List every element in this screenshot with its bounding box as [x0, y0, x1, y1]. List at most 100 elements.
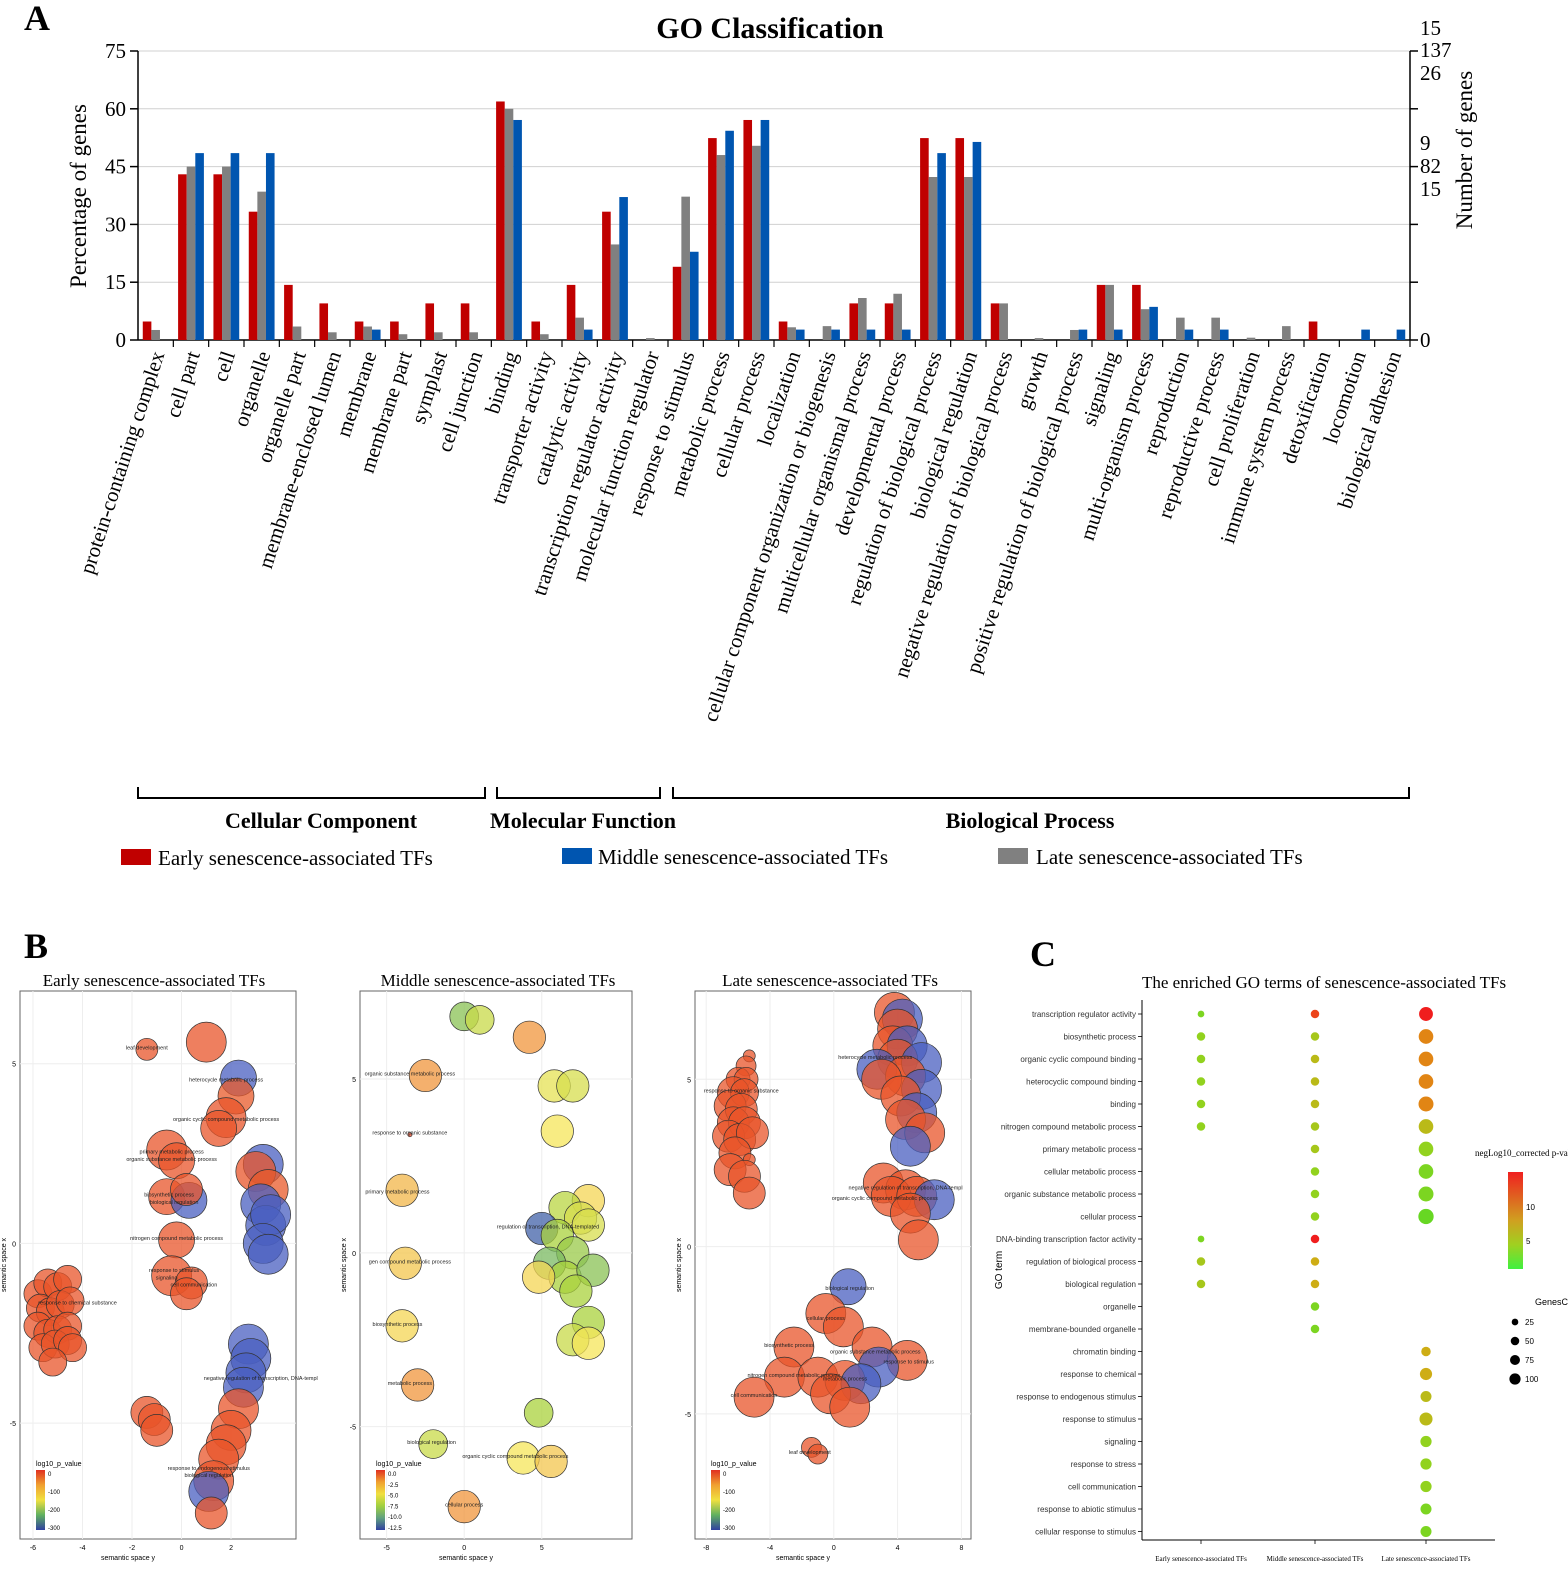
bubble-label: response to endogenous stimulus	[168, 1466, 250, 1472]
bar-metabolic-process-0	[708, 138, 717, 340]
go-dot	[1418, 1141, 1434, 1157]
go-dot	[1418, 1208, 1434, 1225]
bar-cell-junction-1	[469, 332, 478, 340]
y-tick-label-0: 0	[116, 328, 127, 352]
color-legend-tick: -300	[48, 1526, 61, 1532]
right-tick-0: 0	[1420, 328, 1431, 352]
dot-plot-title: The enriched GO terms of senescence-asso…	[1142, 973, 1506, 992]
size-legend-tick: 75	[1525, 1356, 1534, 1365]
semantic-bubble	[140, 1414, 174, 1447]
go-dot	[1310, 1167, 1320, 1176]
bar-binding-1	[504, 108, 514, 340]
y-axis-label: Percentage of genes	[66, 104, 91, 288]
y-tick-label-60: 60	[105, 97, 126, 121]
bar-cell-part-1	[186, 166, 196, 340]
go-term-label: primary metabolic process	[1043, 1145, 1136, 1154]
go-dot	[1196, 1099, 1206, 1109]
bar-membrane-2	[371, 329, 381, 340]
bar-biological-regulation-2	[972, 141, 982, 340]
legend-swatch-late	[998, 848, 1028, 864]
x-tick-label: 2	[229, 1545, 233, 1552]
panel-a-letter: A	[24, 0, 50, 38]
semantic-space-plots: B Early senescence-associated TFs Middle…	[1, 926, 972, 1562]
go-dot	[1310, 1189, 1320, 1199]
bubble-label: signaling	[156, 1275, 178, 1281]
bar-regulation-of-biological-process-1	[928, 177, 938, 340]
bar-multi-organism-process-1	[1140, 309, 1150, 340]
go-dot	[1310, 1212, 1320, 1221]
go-dot	[1420, 1390, 1432, 1403]
bar-response-to-stimulus-2	[689, 251, 699, 340]
go-classification-bar-chart: A GO Classification 0 15 30 45 60 75 protein-c…	[24, 0, 1477, 870]
bar-transcription-regulator-activity-2	[619, 197, 628, 340]
bar-membrane-0	[354, 321, 364, 340]
bar-organelle-2	[265, 153, 275, 340]
x-tick-label: 4	[896, 1545, 900, 1552]
semantic-bubble	[807, 1443, 829, 1465]
bar-cellular-process-1	[752, 145, 761, 340]
go-dot	[1310, 1234, 1320, 1244]
color-legend-bar	[711, 1470, 720, 1530]
y-tick-label: 0	[687, 1245, 691, 1252]
x-tick-label: -5	[384, 1545, 390, 1552]
color-legend-bar	[376, 1470, 385, 1530]
go-dot	[1418, 1186, 1434, 1202]
bubble-label: organic substance metabolic process	[830, 1350, 921, 1356]
semantic-bubble	[407, 1132, 413, 1138]
go-dot	[1310, 1324, 1320, 1334]
bar-developmental-process-2	[901, 329, 911, 340]
size-legend-dot	[1510, 1336, 1520, 1346]
bubble-label: biological regulation	[150, 1200, 199, 1206]
bar-regulation-of-biological-process-0	[920, 138, 929, 340]
bar-transporter-activity-1	[540, 334, 549, 340]
semantic-bubble	[523, 1398, 554, 1428]
group-label-cellular-component: Cellular Component	[225, 808, 418, 833]
bar-multicellular-organismal-process-2	[866, 329, 876, 340]
bubble-label: organic cyclic compound metabolic proces…	[832, 1196, 938, 1202]
bar-membrane-part-0	[390, 321, 399, 340]
bubble-label: metabolic process	[823, 1376, 868, 1382]
bar-membrane-enclosed-lumen-0	[319, 303, 329, 340]
bar-cell-2	[230, 153, 240, 340]
bar-biological-regulation-0	[955, 138, 965, 340]
semantic-bubble	[540, 1114, 574, 1148]
bubble-label: metabolic process	[388, 1381, 433, 1387]
y-tick-label-15: 15	[105, 270, 126, 294]
bar-negative-regulation-of-biological-process-0	[990, 303, 1000, 340]
legend-swatch-middle	[562, 848, 592, 864]
x-tick-label: -8	[703, 1545, 709, 1552]
x-tick-label: -4	[79, 1545, 85, 1552]
go-term-label: heterocyclic compound binding	[1026, 1078, 1136, 1087]
color-legend-tick: 0	[723, 1472, 727, 1478]
group-label-molecular-function: Molecular Function	[490, 808, 676, 833]
color-legend-tick: -200	[48, 1508, 61, 1514]
bubble-label: response to chemical substance	[38, 1301, 117, 1307]
bar-localization-0	[778, 321, 788, 340]
size-legend-tick: 100	[1525, 1375, 1539, 1384]
go-term-label: DNA-binding transcription factor activit…	[996, 1235, 1136, 1244]
y-tick-label: 0	[12, 1241, 16, 1248]
legend-label-middle: Middle senescence-associated TFs	[598, 845, 888, 869]
bar-organelle-1	[257, 191, 266, 340]
bar-negative-regulation-of-biological-process-1	[999, 303, 1008, 340]
bar-positive-regulation-of-biological-process-2	[1078, 329, 1088, 340]
go-dot	[1310, 1302, 1320, 1311]
bubble-label: response to stimulus	[884, 1360, 935, 1366]
semantic-bubble	[571, 1208, 605, 1242]
go-term-label: cell communication	[1068, 1483, 1136, 1492]
go-term-label: regulation of biological process	[1026, 1258, 1136, 1267]
bubble-label: negative regulation of transcription, DN…	[204, 1376, 318, 1382]
y-axis-label: semantic space x	[1, 1237, 8, 1292]
column-label: Late senescence-associated TFs	[1382, 1555, 1471, 1563]
go-term-label: response to endogenous stimulus	[1016, 1393, 1136, 1402]
right-tick-137: 137	[1420, 38, 1452, 62]
bubble-label: biosynthetic process	[373, 1322, 423, 1328]
go-term-label: signaling	[1104, 1438, 1136, 1447]
bar-cell-part-2	[195, 153, 204, 340]
y-tick-label: -5	[685, 1412, 691, 1419]
bar-transporter-activity-0	[531, 321, 541, 340]
middle-plot-title: Middle senescence-associated TFs	[381, 971, 616, 990]
go-dot	[1421, 1346, 1431, 1357]
y-tick-label: -5	[350, 1425, 356, 1432]
panel-a: A GO Classification 0 15 30 45 60 75 protein-c…	[24, 0, 1477, 870]
